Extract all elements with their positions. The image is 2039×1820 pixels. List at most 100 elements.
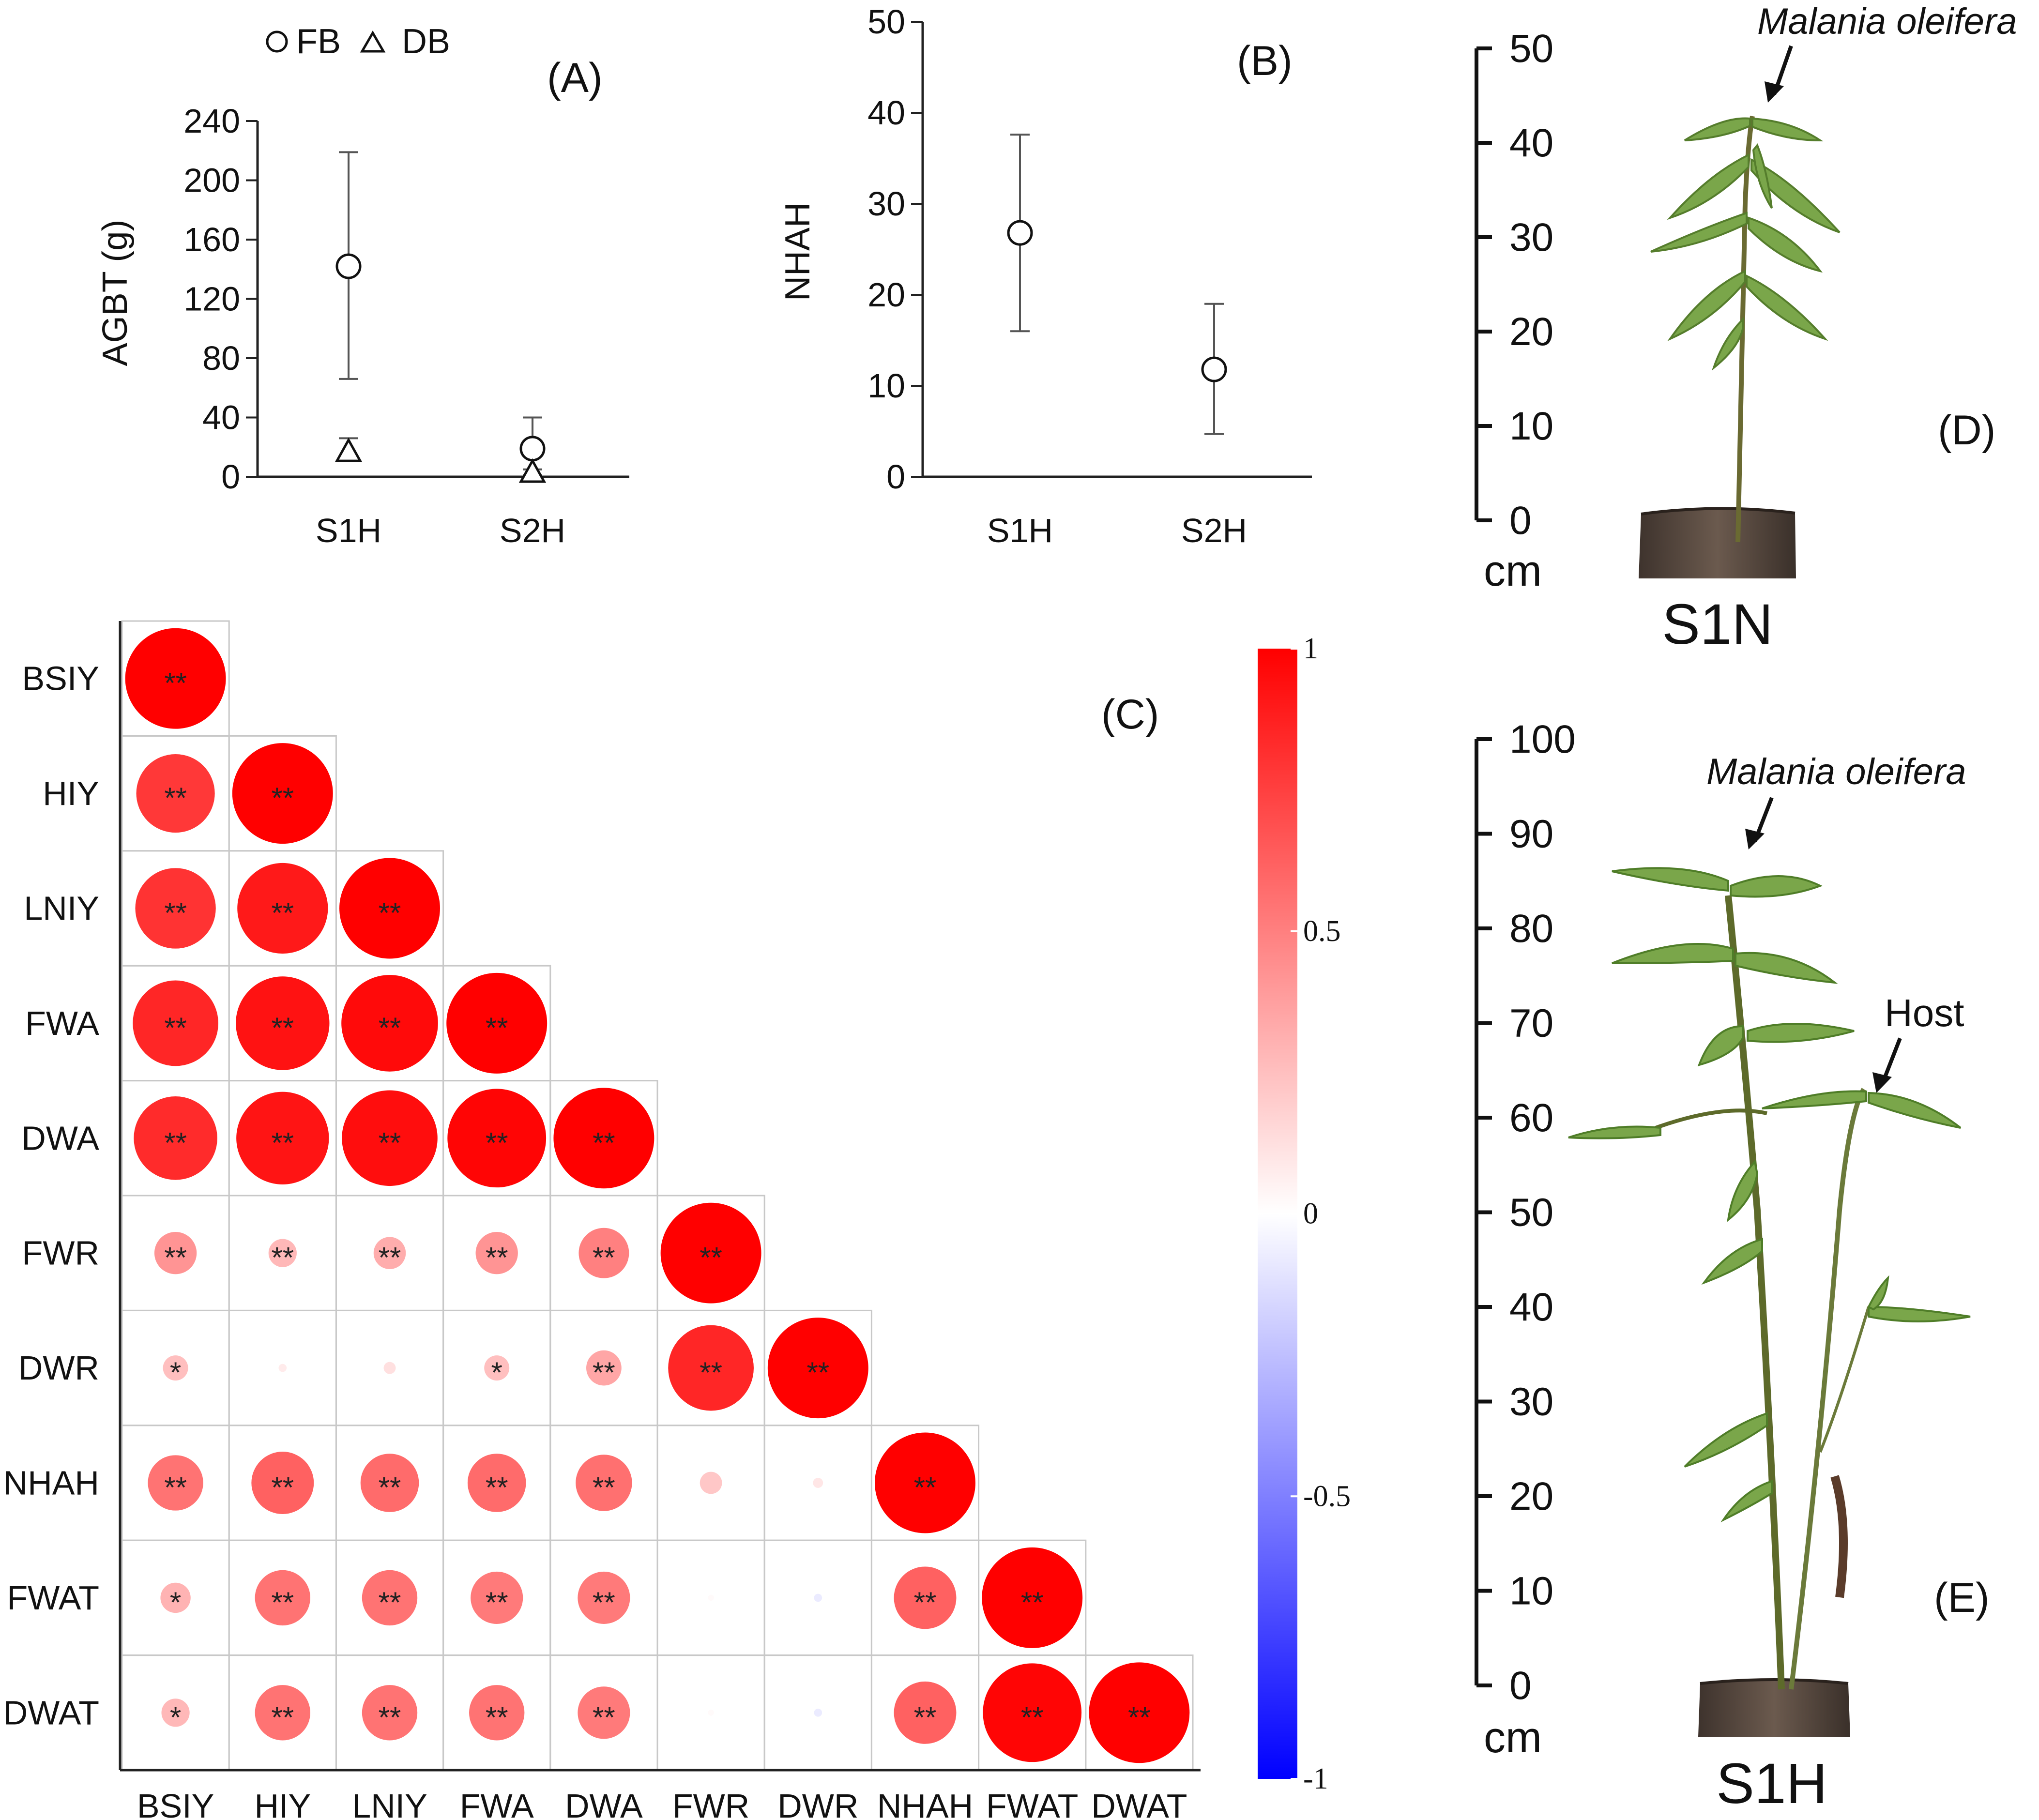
significance-mark: ** — [164, 897, 187, 929]
plant-with-host-image — [1568, 867, 1971, 1737]
panel-b-label: (B) — [1237, 38, 1293, 84]
y-tick-label: 80 — [202, 339, 240, 377]
significance-mark: ** — [593, 1701, 615, 1733]
significance-mark: ** — [379, 1126, 401, 1159]
heatmap-circle — [813, 1478, 823, 1488]
heatmap-circle — [232, 743, 333, 844]
heatmap-circle — [341, 975, 438, 1072]
significance-mark: ** — [164, 667, 187, 699]
arrow-icon — [1765, 45, 1793, 103]
heatmap-circle — [255, 1570, 310, 1626]
significance-mark: ** — [271, 1471, 294, 1504]
heatmap-circle — [660, 1202, 761, 1304]
column-label: BSIY — [137, 1787, 214, 1820]
data-point-circle — [335, 253, 362, 279]
panel-d-photo: Malania oleifera 0 10 20 30 40 50 cm (D) S1N — [1475, 1, 2017, 656]
heatmap-circle — [894, 1681, 957, 1744]
significance-mark: * — [170, 1701, 181, 1733]
row-label: BSIY — [22, 660, 99, 698]
column-label: NHAH — [877, 1787, 973, 1820]
scale-tick-label: 50 — [1509, 27, 1553, 71]
heatmap-circle — [1089, 1662, 1190, 1763]
y-tick-label: 30 — [867, 185, 905, 223]
panel-b-points — [1007, 134, 1227, 435]
heatmap-circle — [578, 1571, 630, 1624]
scale-tick-label: 40 — [1509, 1285, 1553, 1329]
heatmap-circle — [484, 1355, 510, 1381]
significance-mark: ** — [379, 1242, 401, 1274]
significance-mark: ** — [1021, 1586, 1044, 1619]
heatmap-circle — [767, 1318, 868, 1419]
significance-mark: ** — [486, 1242, 508, 1274]
heatmap-circle — [700, 1471, 722, 1494]
heatmap-circle — [446, 972, 548, 1074]
x-tick-label: S1H — [316, 512, 381, 549]
x-tick-label: S2H — [500, 512, 565, 549]
significance-mark: ** — [1128, 1701, 1151, 1733]
heatmap-circle — [251, 1452, 314, 1514]
x-tick-label: S1H — [987, 512, 1053, 549]
significance-mark: ** — [271, 1242, 294, 1274]
arrow-icon — [1745, 797, 1774, 849]
heatmap-circle — [586, 1350, 622, 1386]
significance-mark: ** — [379, 1586, 401, 1619]
heatmap-circle — [467, 1454, 526, 1512]
x-tick-label: S2H — [1181, 512, 1247, 549]
panel-d-label: (D) — [1938, 407, 1995, 454]
y-tick-label: 160 — [183, 221, 240, 258]
heatmap-circle — [236, 1092, 329, 1184]
scale-tick-label: 30 — [1509, 215, 1553, 259]
scale-tick-label: 50 — [1509, 1191, 1553, 1235]
legend-fb-marker — [266, 30, 288, 53]
scale-tick-label: 90 — [1509, 812, 1553, 856]
scale-tick-label: 10 — [1509, 404, 1553, 448]
heatmap-circle — [160, 1582, 191, 1613]
scale-tick-label: 0 — [1509, 1664, 1532, 1708]
significance-mark: ** — [164, 1126, 187, 1159]
heatmap-circle — [982, 1547, 1083, 1648]
significance-mark: ** — [593, 1471, 615, 1504]
heatmap-circle — [814, 1708, 822, 1717]
significance-mark: ** — [486, 1012, 508, 1044]
panel-c-cells: **** **** ** **** ** ** **** ** ** ** **** ** ** ** **… — [125, 628, 1190, 1763]
significance-mark: ** — [486, 1471, 508, 1504]
panel-c-row-labels: BSIY HIY LNIY FWA DWA FWR DWR NHAH FWAT DWAT — [3, 660, 100, 1732]
panel-e-scale-ticks: 0 10 20 30 40 50 60 70 80 90 100 — [1476, 717, 1576, 1708]
legend-fb-label: FB — [296, 22, 341, 61]
colorbar-ticks: 1 0.5 0 -0.5 -1 — [1291, 632, 1351, 1795]
column-label: HIY — [254, 1787, 311, 1820]
panel-c-correlation-heatmap: (C) **** **** ** **** ** ** **** ** ** ** **** ** **… — [3, 620, 1351, 1820]
significance-mark: * — [170, 1356, 181, 1389]
panel-a-legend: FB DB — [266, 22, 450, 61]
heatmap-circle — [894, 1566, 957, 1629]
significance-mark: ** — [164, 782, 187, 814]
heatmap-circle — [471, 1571, 523, 1624]
heatmap-circle — [373, 1237, 406, 1269]
row-label: NHAH — [3, 1464, 99, 1502]
y-tick-label: 40 — [202, 399, 240, 437]
heatmap-circle — [553, 1088, 654, 1189]
panel-e-species-annotation: Malania oleifera — [1706, 751, 1966, 792]
y-tick-label: 10 — [867, 367, 905, 405]
y-tick-label: 50 — [867, 3, 905, 41]
panel-a-yticks: 0 40 80 120 160 200 240 — [183, 102, 258, 496]
data-point-triangle — [518, 458, 547, 483]
panel-e-photo: Malania oleifera Host 0 10 20 30 40 50 60 70 80 9… — [1475, 717, 1990, 1816]
heatmap-circle — [708, 1710, 714, 1716]
panel-c-colorbar: 1 0.5 0 -0.5 -1 — [1258, 632, 1351, 1795]
heatmap-circle — [383, 1362, 396, 1374]
panel-c-label: (C) — [1101, 691, 1159, 738]
significance-mark: ** — [164, 1471, 187, 1504]
colorbar-tick-label: -0.5 — [1303, 1480, 1351, 1513]
row-label: LNIY — [24, 890, 99, 927]
panel-a-points — [335, 151, 547, 483]
column-label: DWR — [777, 1787, 858, 1820]
row-label: DWA — [21, 1119, 99, 1157]
heatmap-circle — [255, 1685, 310, 1741]
y-tick-label: 20 — [867, 276, 905, 314]
colorbar-tick-label: -1 — [1303, 1762, 1328, 1795]
y-tick-label: 0 — [221, 458, 240, 496]
heatmap-circle — [342, 1090, 438, 1186]
panel-c-grid — [121, 620, 1194, 1771]
